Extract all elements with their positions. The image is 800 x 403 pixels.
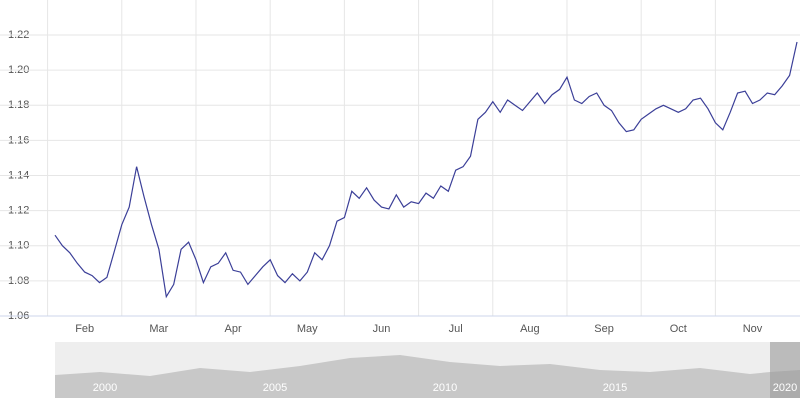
navigator: 2000 2005 2010 2015 2020 bbox=[55, 342, 800, 398]
x-tick-label: Nov bbox=[743, 323, 763, 335]
x-tick-label: Jul bbox=[449, 323, 463, 335]
x-tick-label: Mar bbox=[149, 323, 168, 335]
x-tick-label: Oct bbox=[670, 323, 687, 335]
x-tick-label: Sep bbox=[594, 323, 614, 335]
navigator-area bbox=[55, 355, 800, 398]
x-tick-label: Apr bbox=[225, 323, 242, 335]
x-tick-label: Feb bbox=[75, 323, 94, 335]
navigator-label: 2020 bbox=[773, 382, 797, 394]
navigator-label: 2015 bbox=[603, 382, 627, 394]
x-tick-label: Aug bbox=[520, 323, 540, 335]
line bbox=[54, 41, 798, 299]
x-tick-label: May bbox=[297, 323, 318, 335]
navigator-window[interactable] bbox=[770, 342, 800, 398]
navigator-label: 2005 bbox=[263, 382, 287, 394]
navigator-label: 2000 bbox=[93, 382, 117, 394]
navigator-label: 2010 bbox=[433, 382, 457, 394]
x-tick-label: Jun bbox=[373, 323, 391, 335]
